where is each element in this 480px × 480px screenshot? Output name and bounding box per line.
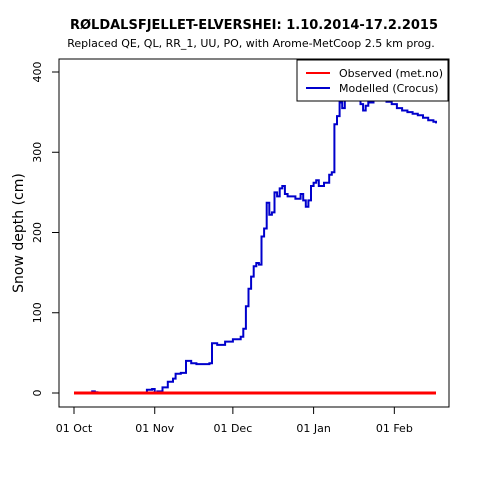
x-tick-label: 01 Feb (376, 422, 413, 435)
plot-frame (58, 58, 450, 408)
y-tick-label: 400 (31, 62, 44, 83)
series-line-modelled (74, 67, 437, 394)
y-axis-label: Snow depth (cm) (11, 173, 27, 293)
x-axis: 01 Oct 01 Nov 01 Dec 01 Jan 01 Feb (56, 407, 413, 435)
x-tick-label: 01 Dec (213, 422, 252, 435)
plot-series (74, 67, 437, 395)
legend-label: Observed (met.no) (339, 67, 443, 80)
x-tick-label: 01 Jan (296, 422, 330, 435)
chart-title: RØLDALSFJELLET-ELVERSHEI: 1.10.2014-17.2… (70, 18, 438, 33)
y-tick-label: 200 (31, 222, 44, 243)
chart-subtitle: Replaced QE, QL, RR_1, UU, PO, with Arom… (67, 37, 435, 50)
legend-box (296, 59, 449, 102)
x-tick-label: 01 Nov (135, 422, 174, 435)
y-tick-label: 0 (31, 390, 44, 397)
y-tick-label: 100 (31, 302, 44, 323)
legend: Observed (met.no) Modelled (Crocus) (296, 59, 449, 102)
legend-label: Modelled (Crocus) (339, 82, 438, 95)
y-tick-label: 300 (31, 142, 44, 163)
x-tick-label: 01 Oct (56, 422, 93, 435)
y-axis: 0 100 200 300 400 (31, 62, 59, 397)
